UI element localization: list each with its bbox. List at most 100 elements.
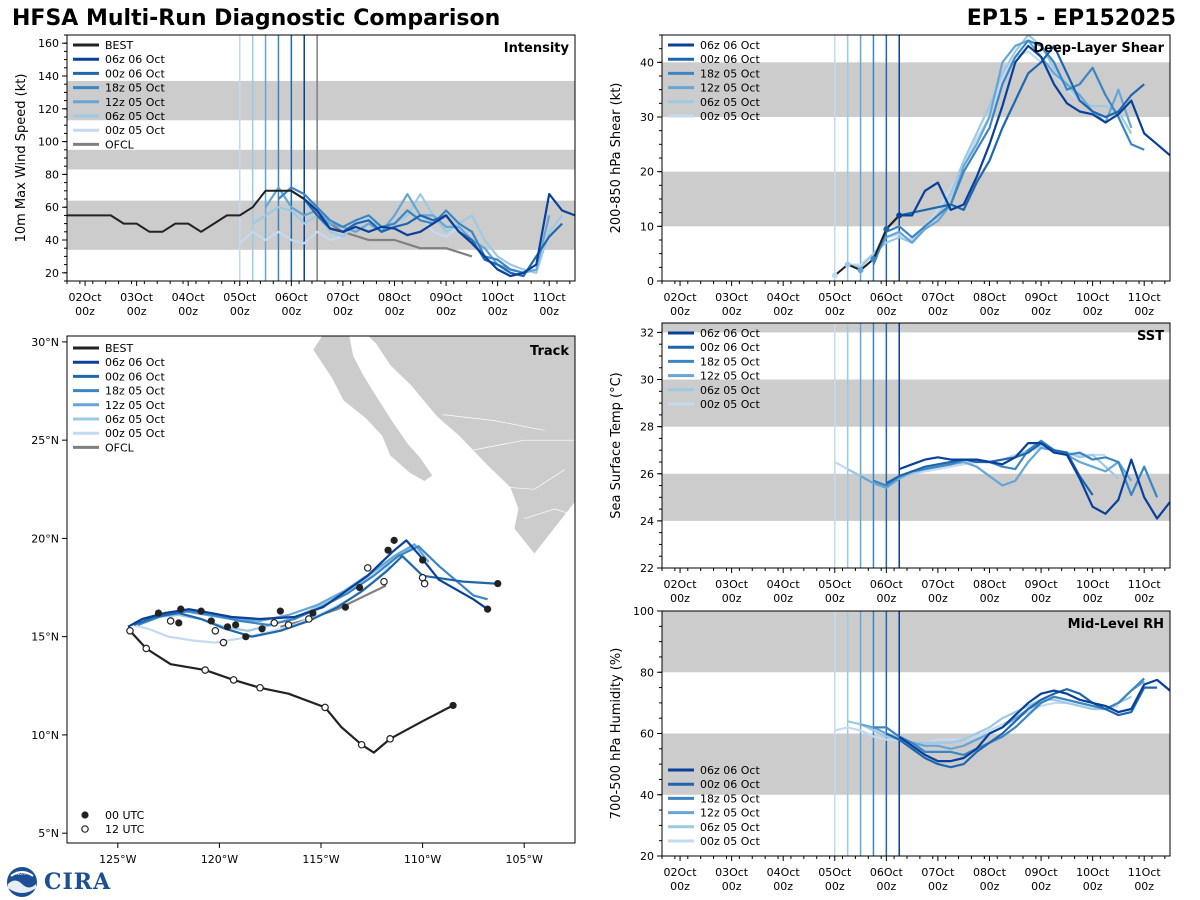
rh-title: Mid-Level RH (1068, 617, 1164, 632)
shear-series-line (859, 39, 1133, 271)
sst-legend-label: 18z 05 Oct (700, 355, 760, 368)
marker-00utc (341, 603, 349, 611)
marker-00utc (484, 605, 492, 613)
rh-xtick-label: 04Oct (767, 866, 801, 879)
shear-ytick-label: 10 (640, 220, 654, 233)
intensity-xtick-label: 10Oct (481, 291, 515, 304)
track-ytick-label: 5°N (38, 827, 59, 840)
shear-plot-area (662, 35, 1170, 281)
sst-xtick-label: 00z (825, 592, 845, 605)
sst-band (662, 379, 1170, 427)
legend-marker-12utc (81, 825, 89, 833)
sst-series-line (898, 442, 1170, 520)
intensity-ytick-label: 100 (38, 136, 59, 149)
legend-label-12utc: 12 UTC (105, 823, 145, 836)
marker-00utc (177, 605, 185, 613)
sst-xtick-label: 00z (670, 592, 690, 605)
shear-ytick-label: 0 (647, 275, 654, 288)
marker-12utc (270, 619, 279, 627)
shear-best-point (883, 226, 890, 233)
rh-xtick-label: 09Oct (1025, 866, 1059, 879)
shear-best-point (857, 267, 864, 274)
sst-xtick-label: 00z (1134, 592, 1154, 605)
storm-id-title: EP15 - EP152025 (966, 6, 1176, 31)
intensity-xtick-label: 06Oct (275, 291, 309, 304)
intensity-ylabel: 10m Max Wind Speed (kt) (14, 74, 29, 243)
shear-xtick-label: 08Oct (973, 291, 1007, 304)
intensity-xtick-label: 00z (436, 305, 456, 318)
shear-xtick-label: 03Oct (715, 291, 749, 304)
intensity-ytick-label: 140 (38, 70, 59, 83)
intensity-xtick-label: 00z (488, 305, 508, 318)
rh-xtick-label: 00z (773, 880, 793, 893)
intensity-xtick-label: 00z (75, 305, 95, 318)
sst-legend-label: 06z 05 Oct (700, 384, 760, 397)
shear-xtick-label: 00z (928, 305, 948, 318)
marker-00utc (356, 583, 364, 592)
intensity-xtick-label: 11Oct (533, 291, 567, 304)
rh-series-line (873, 677, 1145, 757)
rh-chart: 2040608010002Oct00z03Oct00z04Oct00z05Oct… (609, 605, 1171, 893)
shear-legend-label: 12z 05 Oct (700, 82, 760, 95)
track-legend-label: 06z 06 Oct (105, 356, 165, 369)
baja-california (312, 336, 434, 482)
shear-ytick-label: 20 (640, 166, 654, 179)
state-border (442, 414, 545, 431)
rh-legend-label: 00z 05 Oct (700, 835, 760, 848)
intensity-series-line (277, 186, 524, 274)
sst-xtick-label: 09Oct (1025, 578, 1059, 591)
intensity-chart: 2040608010012014016002Oct00z03Oct00z04Oc… (14, 34, 576, 318)
marker-00utc (449, 701, 457, 710)
sst-ylabel: Sea Surface Temp (°C) (609, 372, 624, 519)
shear-ylabel: 200-850 hPa Shear (kt) (609, 83, 624, 234)
intensity-band (67, 149, 575, 170)
state-border (524, 508, 575, 520)
rh-legend-label: 00z 06 Oct (700, 778, 760, 791)
intensity-xtick-label: 00z (178, 305, 198, 318)
shear-xtick-label: 00z (1031, 305, 1051, 318)
marker-00utc (207, 617, 215, 625)
shear-xtick-label: 00z (670, 305, 690, 318)
marker-00utc (175, 619, 183, 627)
shear-xtick-label: 00z (876, 305, 896, 318)
shear-legend-label: 06z 05 Oct (700, 96, 760, 109)
marker-12utc (305, 615, 313, 623)
intensity-ytick-label: 160 (38, 37, 59, 50)
noaa-seal-icon: NOAA (7, 867, 37, 897)
sst-xtick-label: 00z (722, 592, 742, 605)
shear-chart: 01020304002Oct00z03Oct00z04Oct00z05Oct00… (609, 34, 1171, 318)
intensity-xtick-label: 07Oct (326, 291, 360, 304)
rh-xtick-label: 00z (1083, 880, 1103, 893)
intensity-band (67, 80, 575, 121)
marker-12utc (321, 703, 329, 712)
intensity-xtick-label: 00z (333, 305, 353, 318)
track-line (280, 584, 387, 628)
sst-xtick-label: 03Oct (715, 578, 749, 591)
shear-best-point (844, 261, 851, 268)
track-ytick-label: 15°N (31, 631, 59, 644)
intensity-xtick-label: 09Oct (430, 291, 464, 304)
marker-00utc (258, 625, 266, 633)
marker-00utc (232, 621, 240, 629)
intensity-plot: 2040608010012014016002Oct00z03Oct00z04Oc… (14, 34, 576, 318)
logo-text: CIRA (44, 869, 112, 895)
shear-xtick-label: 00z (773, 305, 793, 318)
sst-ytick-label: 24 (640, 515, 654, 528)
intensity-title: Intensity (504, 41, 570, 56)
shear-xtick-label: 00z (722, 305, 742, 318)
track-xtick-label: 120°W (201, 853, 238, 866)
shear-xtick-label: 07Oct (921, 291, 955, 304)
shear-best-point (896, 212, 903, 219)
marker-00utc (390, 536, 398, 544)
sst-legend-label: 12z 05 Oct (700, 370, 760, 383)
track-title: Track (530, 344, 569, 359)
rh-xtick-label: 00z (1134, 880, 1154, 893)
shear-xtick-label: 04Oct (767, 291, 801, 304)
marker-12utc (380, 577, 388, 586)
marker-12utc (357, 740, 366, 749)
shear-xtick-label: 05Oct (818, 291, 852, 304)
sst-xtick-label: 00z (980, 592, 1000, 605)
intensity-xtick-label: 05Oct (223, 291, 257, 304)
sst-ytick-label: 28 (640, 421, 654, 434)
track-plot: 125°W 120°W 115°W 110°W 105°W 5°N 10°N 15°N 20°N… (31, 335, 576, 866)
